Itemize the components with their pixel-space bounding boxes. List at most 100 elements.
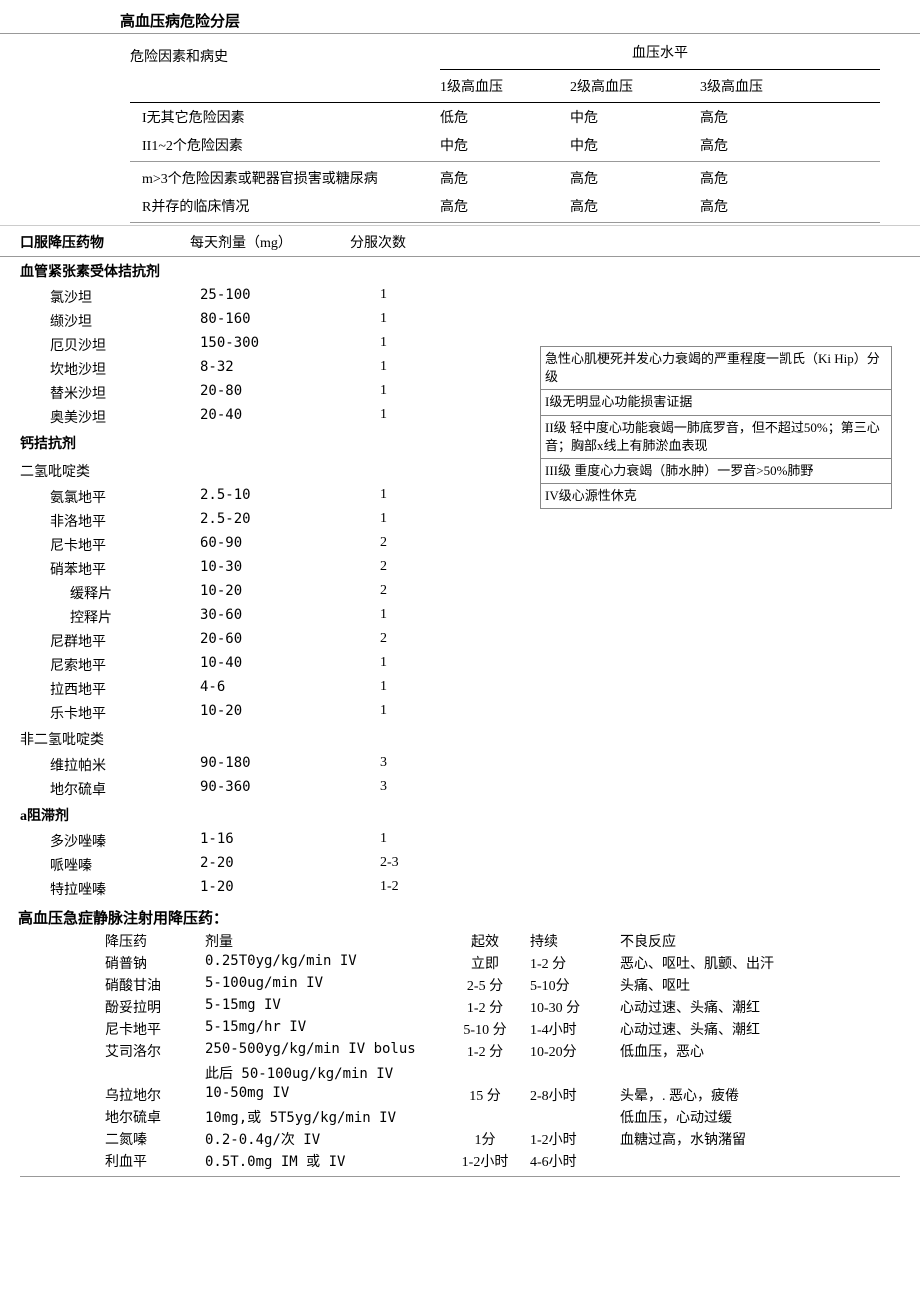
drug-header-0: 口服降压药物 <box>0 232 190 252</box>
risk-cell: 低危 <box>440 103 570 131</box>
drug-section: 口服降压药物 每天剂量（mg） 分服次数 血管紧张素受体拮抗剂氯沙坦25-100… <box>0 228 920 901</box>
drug-freq: 1 <box>350 287 450 307</box>
risk-cell: 高危 <box>700 164 830 192</box>
drug-dose: 10-30 <box>190 559 350 579</box>
drug-freq: 2 <box>350 535 450 555</box>
risk-col-2: 3级高血压 <box>700 70 830 102</box>
drug-dose: 80-160 <box>190 311 350 331</box>
drug-freq: 1-2 <box>350 879 450 899</box>
risk-cell: 高危 <box>700 103 830 131</box>
iv-cell: 250-500yg/kg/min IV bolus <box>205 1041 440 1061</box>
iv-h2: 起效 <box>440 931 530 951</box>
iv-cell: 1-2 分 <box>530 953 620 973</box>
drug-row: 特拉唑嗪1-201-2 <box>0 877 920 901</box>
iv-cell: 头晕，. 恶心，疲倦 <box>620 1085 900 1105</box>
risk-col-0: 1级高血压 <box>440 70 570 102</box>
risk-row-label: II1~2个危险因素 <box>130 131 440 159</box>
iv-cell: 酚妥拉明 <box>105 997 205 1017</box>
drug-dose: 4-6 <box>190 679 350 699</box>
drug-freq: 1 <box>350 511 450 531</box>
drug-dose: 60-90 <box>190 535 350 555</box>
risk-row: I无其它危险因素低危中危高危 <box>130 103 880 131</box>
drug-dose: 2.5-20 <box>190 511 350 531</box>
drug-row: 尼索地平10-401 <box>0 653 920 677</box>
iv-cell: 5-100ug/min IV <box>205 975 440 995</box>
iv-cell: 10-30 分 <box>530 997 620 1017</box>
iv-cell <box>530 1107 620 1127</box>
risk-row-label: R并存的临床情况 <box>130 192 440 220</box>
risk-cell: 中危 <box>440 131 570 159</box>
iv-cell <box>440 1107 530 1127</box>
drug-dose: 90-180 <box>190 755 350 775</box>
drug-name: 缓释片 <box>0 583 190 603</box>
drug-dose: 1-20 <box>190 879 350 899</box>
drug-dose: 2-20 <box>190 855 350 875</box>
drug-row: 尼卡地平60-902 <box>0 533 920 557</box>
drug-freq: 1 <box>350 679 450 699</box>
iv-cell: 二氮嗪 <box>105 1129 205 1149</box>
drug-row: 缬沙坦80-1601 <box>0 309 920 333</box>
iv-cell: 5-15mg/hr IV <box>205 1019 440 1039</box>
drug-freq: 3 <box>350 755 450 775</box>
iv-cell: 乌拉地尔 <box>105 1085 205 1105</box>
drug-name: 地尔硫卓 <box>0 779 190 799</box>
drug-name: 奥美沙坦 <box>0 407 190 427</box>
drug-row: 拉西地平4-61 <box>0 677 920 701</box>
iv-cell: 血糖过高，水钠潴留 <box>620 1129 900 1149</box>
iv-row: 利血平0.5T.0mg IM 或 IV1-2小时4-6小时 <box>105 1150 900 1172</box>
drug-freq: 2 <box>350 631 450 651</box>
iv-cell: 0.25T0yg/kg/min IV <box>205 953 440 973</box>
iv-cell: 心动过速、头痛、潮红 <box>620 997 900 1017</box>
drug-freq: 1 <box>350 359 450 379</box>
drug-name: 多沙唑嗪 <box>0 831 190 851</box>
risk-cell: 高危 <box>570 164 700 192</box>
drug-name: 替米沙坦 <box>0 383 190 403</box>
drug-name: 拉西地平 <box>0 679 190 699</box>
iv-cell: 恶心、呕吐、肌颤、出汗 <box>620 953 900 973</box>
drug-header-2: 分服次数 <box>350 232 450 252</box>
iv-cell: 艾司洛尔 <box>105 1041 205 1061</box>
risk-cell: 高危 <box>570 192 700 220</box>
iv-row: 地尔硫卓10mg,或 5T5yg/kg/min IV低血压，心动过缓 <box>105 1106 900 1128</box>
iv-row: 酚妥拉明5-15mg IV1-2 分10-30 分心动过速、头痛、潮红 <box>105 996 900 1018</box>
iv-cell: 1-2 分 <box>440 1041 530 1061</box>
drug-freq: 1 <box>350 335 450 355</box>
drug-freq: 1 <box>350 311 450 331</box>
drug-dose: 10-20 <box>190 583 350 603</box>
drug-category: a阻滞剂 <box>0 801 920 829</box>
iv-h4: 不良反应 <box>620 931 900 951</box>
iv-cell: 1分 <box>440 1129 530 1149</box>
iv-cell: 1-2 分 <box>440 997 530 1017</box>
iv-header-row: 降压药 剂量 起效 持续 不良反应 <box>105 930 900 952</box>
iv-cell: 利血平 <box>105 1151 205 1171</box>
drug-name: 尼索地平 <box>0 655 190 675</box>
drug-freq: 2-3 <box>350 855 450 875</box>
iv-cell: 5-10 分 <box>440 1019 530 1039</box>
risk-row: m>3个危险因素或靶器官损害或糖尿病高危高危高危 <box>130 164 880 192</box>
drug-freq: 2 <box>350 559 450 579</box>
iv-cell: 硝酸甘油 <box>105 975 205 995</box>
killip-row: I级无明显心功能损害证据 <box>541 390 891 415</box>
iv-cell: 0.2-0.4g/次 IV <box>205 1129 440 1149</box>
iv-cell: 10mg,或 5T5yg/kg/min IV <box>205 1107 440 1127</box>
iv-cell <box>620 1151 900 1171</box>
drug-row: 多沙唑嗪1-161 <box>0 829 920 853</box>
risk-row: R并存的临床情况高危高危高危 <box>130 192 880 220</box>
drug-name: 硝苯地平 <box>0 559 190 579</box>
drug-row: 哌唑嗪2-202-3 <box>0 853 920 877</box>
drug-subcategory: 非二氢吡啶类 <box>0 725 920 753</box>
drug-row: 控释片30-601 <box>0 605 920 629</box>
killip-row: II级 轻中度心功能衰竭一肺底罗音，但不超过50%；第三心音；胸部x线上有肺淤血… <box>541 416 891 459</box>
drug-name: 氨氯地平 <box>0 487 190 507</box>
iv-cell: 此后 50-100ug/kg/min IV <box>205 1063 440 1083</box>
drug-freq: 1 <box>350 487 450 507</box>
iv-cell: 5-15mg IV <box>205 997 440 1017</box>
drug-name: 特拉唑嗪 <box>0 879 190 899</box>
drug-freq: 1 <box>350 703 450 723</box>
risk-row-label: m>3个危险因素或靶器官损害或糖尿病 <box>130 164 440 192</box>
risk-header-right: 血压水平 <box>440 38 880 70</box>
iv-cell: 4-6小时 <box>530 1151 620 1171</box>
iv-cell: 立即 <box>440 953 530 973</box>
risk-cell: 中危 <box>570 131 700 159</box>
risk-cell: 中危 <box>570 103 700 131</box>
